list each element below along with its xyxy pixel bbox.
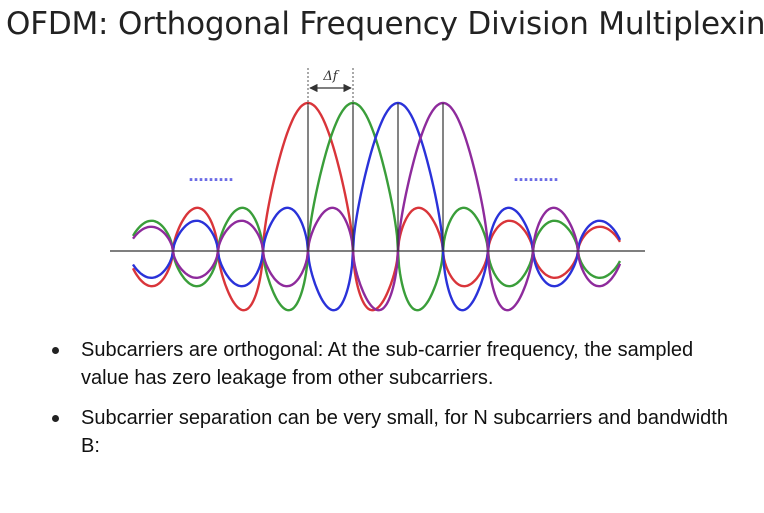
bullet-dot-icon (52, 347, 59, 354)
bullet-item: Subcarriers are orthogonal: At the sub-c… (46, 336, 746, 392)
subcarrier-curves (131, 101, 622, 312)
bullet-list: Subcarriers are orthogonal: At the sub-c… (46, 336, 746, 460)
bullet-item: Subcarrier separation can be very small,… (46, 404, 746, 460)
slide-title: OFDM: Orthogonal Frequency Division Mult… (6, 6, 764, 42)
subcarrier-curve-3 (132, 101, 622, 312)
subcarrier-curve-4 (132, 101, 622, 312)
bullet-text: Subcarriers are orthogonal: At the sub-c… (81, 339, 694, 389)
ofdm-spectrum-diagram: Δf ……… ……… (110, 68, 645, 312)
bullet-text: Subcarrier separation can be very small,… (81, 407, 728, 457)
subcarrier-curve-2 (131, 101, 622, 312)
spacing-label: Δf (322, 69, 339, 84)
bullet-dot-icon (52, 415, 59, 422)
ellipsis-right: ……… (514, 167, 559, 185)
sample-lines (307, 103, 444, 251)
ellipsis-left: ……… (189, 167, 234, 185)
